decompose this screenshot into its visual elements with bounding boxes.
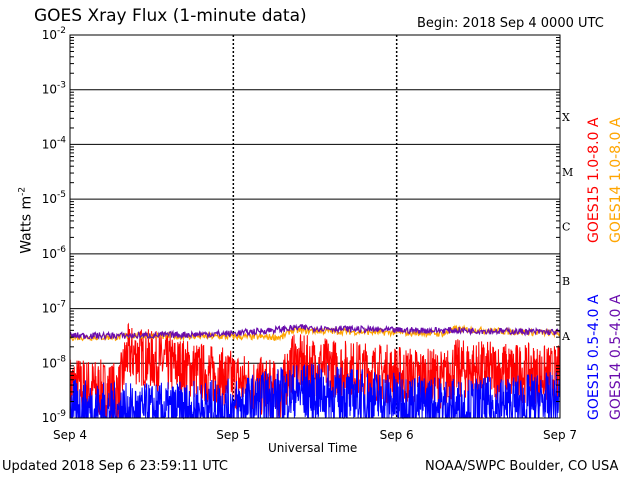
series-trace: [69, 363, 561, 420]
flare-class-label: A: [561, 330, 571, 343]
y-tick-base: 10: [42, 302, 57, 316]
y-tick-exponent: -7: [57, 300, 66, 310]
legend-goes14-short: GOES14 0.5-4.0 A: [608, 294, 624, 420]
y-tick-label: 10-5: [42, 190, 66, 206]
y-tick-exponent: -6: [57, 245, 66, 255]
y-tick-label: 10-7: [42, 300, 66, 316]
data-traces: [69, 322, 561, 420]
y-tick-exponent: -3: [57, 81, 66, 91]
y-tick-label: 10-8: [42, 354, 67, 370]
y-tick-label: 10-9: [42, 409, 67, 425]
plot-frame: [69, 34, 561, 419]
flare-class-labels: A B C M X: [561, 111, 573, 343]
flare-class-label: B: [562, 275, 570, 288]
legend-goes15-long: GOES15 1.0-8.0 A: [586, 117, 602, 243]
y-tick-exponent: -2: [57, 26, 66, 36]
x-tick-label: Sep 5: [216, 428, 250, 442]
series-trace: [69, 323, 561, 341]
x-tick-label: Sep 7: [543, 428, 577, 442]
legend-goes14-long: GOES14 1.0-8.0 A: [608, 117, 624, 243]
series-trace: [69, 322, 561, 419]
y-tick-base: 10: [42, 247, 57, 261]
y-tick-label: 10-6: [42, 245, 67, 261]
updated-timestamp: Updated 2018 Sep 6 23:59:11 UTC: [2, 459, 229, 474]
y-tick-base: 10: [42, 83, 57, 97]
y-tick-exponent: -9: [57, 409, 66, 419]
y-tick-base: 10: [42, 192, 57, 206]
y-tick-exponent: -8: [57, 354, 66, 364]
x-tick-labels: Sep 4 Sep 5 Sep 6 Sep 7: [53, 428, 577, 442]
flare-class-label: M: [562, 166, 573, 179]
series-line: [69, 363, 561, 420]
chart-title: GOES Xray Flux (1-minute data): [34, 6, 307, 26]
x-tick-label: Sep 4: [53, 428, 87, 442]
series-line: [69, 323, 561, 341]
y-tick-base: 10: [42, 28, 57, 42]
axes: [69, 34, 561, 419]
credit-text: NOAA/SWPC Boulder, CO USA: [425, 459, 619, 474]
y-tick-label: 10-3: [42, 81, 66, 97]
begin-time: Begin: 2018 Sep 4 0000 UTC: [417, 16, 604, 31]
y-tick-label: 10-2: [42, 26, 66, 42]
x-axis-label: Universal Time: [268, 441, 358, 455]
flare-class-label: X: [562, 111, 570, 124]
y-tick-label: 10-4: [42, 135, 67, 151]
y-tick-exponent: -5: [57, 190, 66, 200]
y-tick-base: 10: [42, 411, 57, 425]
x-tick-label: Sep 6: [380, 428, 414, 442]
series-line: [69, 322, 561, 419]
y-tick-exponent: -4: [57, 135, 66, 145]
y-tick-labels: 10-910-810-710-610-510-410-310-2: [42, 26, 67, 425]
y-tick-base: 10: [42, 356, 57, 370]
flare-class-label: C: [562, 221, 570, 234]
y-tick-base: 10: [42, 137, 57, 151]
legend-goes15-short: GOES15 0.5-4.0 A: [586, 294, 602, 420]
